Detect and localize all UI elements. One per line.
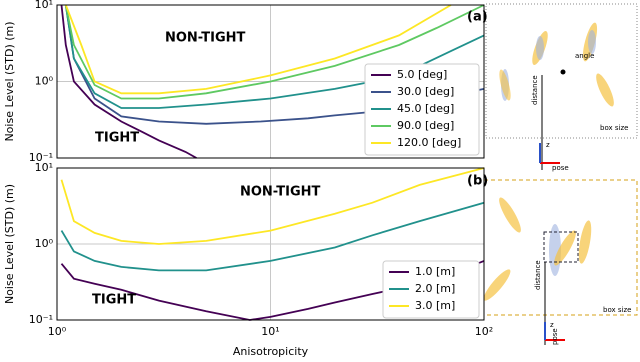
- label: pose: [552, 164, 569, 172]
- x-tick-label: 10⁰: [48, 325, 67, 338]
- legend-label: 3.0 [m]: [415, 299, 455, 312]
- annotation: (a): [467, 10, 488, 25]
- line: [64, 4, 452, 95]
- panel-frame: [483, 179, 638, 316]
- line: [64, 4, 485, 100]
- y-tick-label: 10⁰: [35, 75, 54, 88]
- line: [60, 201, 485, 272]
- ellipse: [578, 220, 592, 264]
- y-axis-label: Noise Level (STD) (m): [3, 21, 16, 141]
- center-dot: [560, 69, 566, 75]
- plot-frame: [56, 167, 485, 321]
- x-tick-label: 10²: [475, 325, 493, 338]
- y-axis-label: Noise Level (STD) (m): [3, 184, 16, 304]
- ellipse: [554, 230, 576, 266]
- diagram-a: angle distance box size pose z: [485, 3, 638, 172]
- ellipse: [596, 73, 614, 107]
- plot-frame: [56, 4, 485, 159]
- annotation: TIGHT: [92, 293, 136, 308]
- label: z: [546, 141, 550, 149]
- legend: [364, 63, 480, 156]
- annotation: NON-TIGHT: [240, 185, 321, 200]
- y-tick-label: 10⁰: [35, 237, 54, 250]
- label: pose: [551, 328, 559, 345]
- legend: [382, 260, 480, 319]
- legend-label: 2.0 [m]: [415, 282, 455, 295]
- panel-frame: [485, 3, 638, 139]
- label: box size: [603, 306, 631, 314]
- legend-label: 30.0 [deg]: [397, 85, 454, 98]
- ellipse: [588, 30, 596, 54]
- x-tick-label: 10¹: [261, 325, 279, 338]
- legend-label: 45.0 [deg]: [397, 102, 454, 115]
- diagram-b: distance box size pose z: [483, 179, 638, 345]
- y-tick-label: 10⁻¹: [29, 313, 53, 326]
- label: angle: [575, 52, 594, 60]
- y-tick-label: 10¹: [35, 0, 53, 11]
- ellipse: [499, 69, 511, 101]
- y-tick-label: 10¹: [35, 161, 53, 174]
- label: distance: [531, 75, 539, 105]
- x-axis-label: Anisotropicity: [233, 345, 309, 358]
- ellipse: [483, 269, 511, 301]
- label: z: [550, 321, 554, 329]
- annotation: TIGHT: [95, 131, 139, 146]
- legend-label: 120.0 [deg]: [397, 136, 461, 149]
- label: box size: [600, 124, 628, 132]
- ellipse: [499, 197, 521, 233]
- legend-label: 5.0 [deg]: [397, 68, 447, 81]
- annotation: NON-TIGHT: [165, 31, 246, 46]
- legend-label: 1.0 [m]: [415, 265, 455, 278]
- legend-label: 90.0 [deg]: [397, 119, 454, 132]
- line: [64, 4, 485, 109]
- ellipse: [536, 36, 544, 60]
- annotation: (b): [467, 174, 488, 189]
- line: [60, 167, 485, 245]
- y-tick-label: 10⁻¹: [29, 151, 53, 164]
- label: distance: [534, 260, 542, 290]
- box: [543, 231, 579, 263]
- line: [60, 4, 197, 159]
